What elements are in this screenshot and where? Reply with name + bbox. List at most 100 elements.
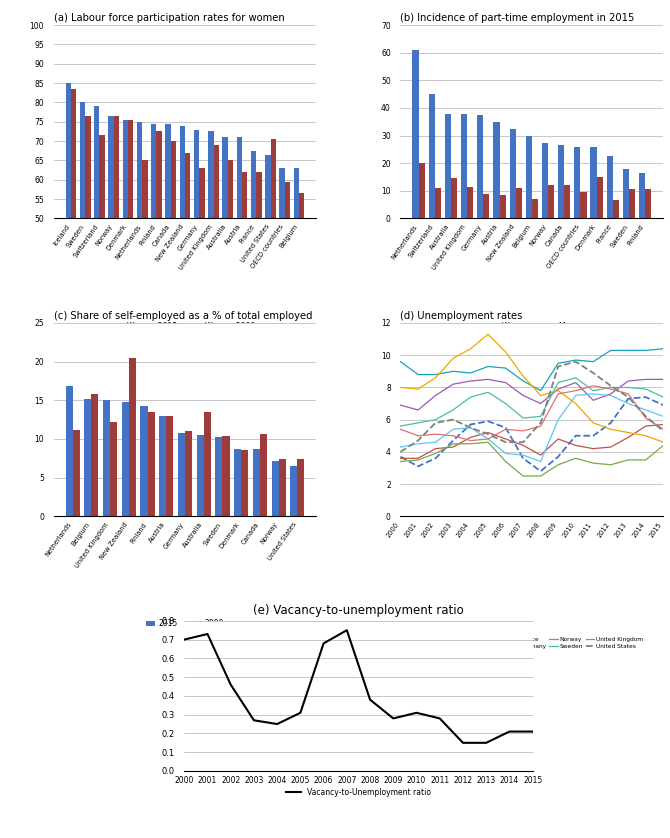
Bar — [293, 168, 299, 411]
United States — [554, 361, 562, 371]
Austria — [607, 442, 615, 452]
Line: Norway: Norway — [401, 442, 663, 476]
Bar — [297, 459, 304, 516]
Vacancy-to-Unemployment ratio — [273, 719, 281, 729]
Belgium — [502, 378, 510, 388]
United Kingdom — [624, 389, 632, 399]
Bar — [84, 399, 91, 516]
United Kingdom — [466, 436, 474, 446]
Bar — [171, 141, 176, 411]
Bar — [185, 432, 192, 516]
United States — [484, 429, 492, 439]
Sweden — [484, 387, 492, 397]
Vacancy-to-Unemployment ratio — [320, 639, 328, 649]
United Kingdom — [397, 424, 405, 434]
United States — [607, 380, 615, 391]
Bar — [260, 433, 267, 516]
Denmark — [554, 415, 562, 425]
Austria — [554, 434, 562, 444]
Bar — [141, 406, 147, 516]
Germany — [449, 354, 457, 364]
Bar — [142, 160, 147, 411]
Vacancy-to-Unemployment ratio — [413, 708, 421, 718]
France — [607, 345, 615, 355]
Bar — [419, 163, 425, 219]
Austria — [537, 450, 545, 460]
Bar — [228, 160, 233, 411]
Text: (c) Share of self-employed as a % of total employed: (c) Share of self-employed as a % of tot… — [54, 311, 312, 321]
Norway — [589, 458, 597, 468]
Germany — [484, 329, 492, 339]
Norway — [466, 439, 474, 449]
France — [414, 370, 422, 380]
Austria — [519, 441, 527, 451]
Vacancy-to-Unemployment ratio — [180, 634, 188, 644]
United States — [589, 368, 597, 378]
Germany — [554, 385, 562, 396]
Belgium — [537, 399, 545, 409]
France — [484, 361, 492, 371]
Text: (b) Incidence of part-time employment in 2015: (b) Incidence of part-time employment in… — [401, 13, 635, 23]
Netherlands — [554, 452, 562, 462]
Austria — [414, 453, 422, 463]
Bar — [493, 122, 500, 219]
Bar — [66, 386, 72, 516]
Netherlands — [466, 420, 474, 430]
United States — [519, 437, 527, 447]
France — [554, 358, 562, 368]
Austria — [589, 443, 597, 453]
Belgium — [431, 391, 440, 401]
Bar — [114, 116, 119, 411]
Bar — [110, 422, 117, 516]
Line: Vacancy-to-Unemployment ratio: Vacancy-to-Unemployment ratio — [184, 630, 533, 742]
Legend: 2015, 2000: 2015, 2000 — [146, 619, 224, 628]
France — [397, 357, 405, 367]
Bar — [151, 124, 157, 411]
Denmark — [589, 389, 597, 399]
Bar — [103, 401, 110, 516]
Denmark — [484, 434, 492, 444]
Denmark — [397, 442, 405, 452]
Legend: Vacancy-to-Unemployment ratio: Vacancy-to-Unemployment ratio — [283, 785, 434, 800]
Austria — [449, 442, 457, 452]
Bar — [214, 145, 219, 411]
Legend: Women 2015, Women 2000: Women 2015, Women 2000 — [115, 322, 255, 331]
Text: (d) Unemployment rates: (d) Unemployment rates — [401, 311, 523, 321]
Line: United States: United States — [401, 362, 663, 452]
Bar — [429, 94, 435, 219]
Norway — [414, 455, 422, 465]
Legend: Women, Men: Women, Men — [490, 322, 574, 331]
Germany — [572, 399, 580, 409]
Bar — [234, 449, 241, 516]
France — [589, 357, 597, 367]
Line: Germany: Germany — [401, 334, 663, 442]
United States — [572, 357, 580, 367]
Denmark — [624, 399, 632, 409]
Norway — [554, 460, 562, 470]
Belgium — [572, 378, 580, 388]
Belgium — [589, 396, 597, 406]
Bar — [542, 142, 548, 219]
Netherlands — [431, 453, 440, 463]
Title: (e) Vacancy-to-unemployment ratio: (e) Vacancy-to-unemployment ratio — [253, 604, 464, 617]
France — [519, 376, 527, 386]
Line: Sweden: Sweden — [401, 378, 663, 426]
Norway — [537, 471, 545, 481]
Netherlands — [659, 400, 667, 410]
Netherlands — [397, 452, 405, 462]
Bar — [629, 189, 635, 219]
United Kingdom — [431, 429, 440, 439]
Norway — [397, 457, 405, 467]
France — [572, 355, 580, 365]
Bar — [242, 172, 247, 411]
Sweden — [431, 415, 440, 425]
Bar — [180, 126, 185, 411]
Bar — [435, 188, 441, 219]
Norway — [431, 448, 440, 458]
United Kingdom — [642, 413, 650, 423]
Denmark — [414, 439, 422, 449]
Line: France: France — [401, 349, 663, 391]
Belgium — [554, 384, 562, 394]
Bar — [558, 145, 564, 219]
Bar — [122, 402, 129, 516]
